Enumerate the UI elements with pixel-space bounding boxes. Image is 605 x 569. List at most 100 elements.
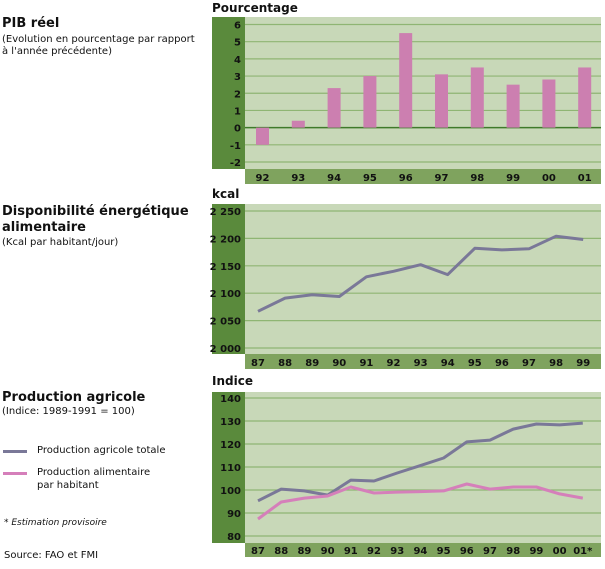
legend-label-total: Production agricole totale: [37, 444, 166, 457]
pib-subtitle-line-2: à l'année précédente): [2, 46, 112, 57]
x-tick-label: 95: [437, 546, 451, 557]
x-tick-label: 00: [553, 546, 567, 557]
series-line: [257, 234, 584, 313]
x-tick-label: 93: [291, 173, 305, 184]
y-tick-label: 5: [234, 38, 241, 49]
x-tick-label: 99: [529, 546, 543, 557]
y-tick-label: 130: [220, 417, 241, 428]
bar: [542, 79, 556, 128]
y-tick-label: 2 100: [210, 289, 241, 300]
legend-label-food-line-1: Production alimentaire: [37, 467, 151, 478]
bar: [578, 67, 592, 128]
x-tick-label: 95: [468, 358, 482, 369]
x-tick-label: 94: [441, 358, 455, 369]
x-tick-label: 00: [542, 173, 556, 184]
series-line: [257, 421, 583, 503]
bar: [470, 67, 484, 128]
x-tick-label: 97: [483, 546, 497, 557]
chart-pib-ylabel: Pourcentage: [212, 1, 298, 15]
kcal-title-line-1: Disponibilité énergétique: [2, 204, 189, 219]
y-axis-band: [212, 17, 245, 169]
chart-prod: 140 130 120 110 100 90 80 87 88 89 90 91 92 93 94 95 96 9…: [212, 392, 601, 557]
y-tick-label: 90: [227, 509, 241, 520]
x-tick-label: 92: [256, 173, 270, 184]
bar: [256, 127, 269, 145]
x-tick-label: 96: [399, 173, 413, 184]
pib-subtitle-line-1: (Evolution en pourcentage par rapport: [2, 34, 195, 45]
y-tick-label: -1: [230, 141, 241, 152]
y-tick-label: 4: [234, 55, 241, 66]
y-tick-label: 140: [220, 394, 241, 405]
prod-title: Production agricole: [2, 390, 146, 405]
y-tick-label: 2 200: [210, 234, 241, 245]
y-tick-label: 80: [227, 532, 241, 543]
x-tick-label: 93: [414, 358, 428, 369]
x-tick-label: 01*: [573, 546, 593, 557]
x-tick-label: 92: [387, 358, 401, 369]
x-tick-label: 01: [578, 173, 592, 184]
x-tick-label: 93: [390, 546, 404, 557]
x-tick-label: 95: [363, 173, 377, 184]
x-tick-label: 89: [297, 546, 311, 557]
chart-kcal: 2 250 2 200 2 150 2 100 2 050 2 000 87 88 89 90 91…: [210, 204, 601, 369]
series-line: [257, 482, 584, 521]
footnote: * Estimation provisoire: [4, 518, 107, 528]
x-tick-label: 88: [278, 358, 292, 369]
y-tick-label: 2 050: [210, 317, 241, 328]
x-tick-label: 92: [367, 546, 381, 557]
bar: [506, 84, 520, 128]
y-axis-band: [212, 392, 245, 543]
y-tick-label: 100: [220, 486, 241, 497]
bar: [327, 88, 341, 128]
legend-label-total-line-1: Production agricole totale: [37, 445, 166, 456]
x-axis-band: [245, 169, 601, 184]
x-tick-label: 94: [327, 173, 341, 184]
x-tick-label: 96: [495, 358, 509, 369]
source-note: Source: FAO et FMI: [4, 550, 99, 561]
legend-swatch-total: [3, 450, 27, 453]
x-tick-label: 88: [274, 546, 288, 557]
y-tick-label: 3: [234, 72, 241, 83]
x-tick-label: 91: [344, 546, 358, 557]
y-tick-label: 110: [220, 463, 241, 474]
bar: [399, 33, 413, 128]
x-tick-label: 96: [460, 546, 474, 557]
x-tick-label: 98: [470, 173, 484, 184]
y-tick-label: 2 250: [210, 207, 241, 218]
chart-pib: 6 5 4 3 2 1 0 -1 -2 92 93 94 95 96 97 98 99 00 01: [212, 17, 601, 184]
prod-subtitle: (Indice: 1989-1991 = 100): [2, 406, 135, 417]
x-tick-label: 89: [305, 358, 319, 369]
y-axis-band: [212, 204, 245, 354]
x-tick-label: 97: [522, 358, 536, 369]
y-tick-label: 1: [234, 106, 241, 117]
x-tick-label: 94: [413, 546, 427, 557]
x-tick-label: 98: [506, 546, 520, 557]
x-tick-label: 99: [506, 173, 520, 184]
x-tick-label: 90: [332, 358, 346, 369]
chart-prod-ylabel: Indice: [212, 374, 253, 388]
legend-label-food-line-2: par habitant: [37, 480, 99, 491]
y-tick-label: 2 150: [210, 262, 241, 273]
y-tick-label: 2 000: [210, 344, 241, 355]
x-tick-label: 91: [359, 358, 373, 369]
kcal-subtitle: (Kcal par habitant/jour): [2, 237, 119, 248]
legend-label-food: Production alimentaire par habitant: [37, 466, 150, 492]
chart-kcal-ylabel: kcal: [212, 187, 240, 201]
y-tick-label: 0: [234, 124, 241, 135]
x-tick-label: 98: [549, 358, 563, 369]
bar: [363, 76, 377, 128]
bar: [435, 74, 448, 128]
y-tick-label: -2: [230, 158, 241, 169]
x-tick-label: 87: [251, 358, 265, 369]
y-tick-label: 2: [234, 89, 241, 100]
bar: [291, 120, 305, 128]
plot-area: [245, 204, 601, 354]
x-axis-band: [245, 543, 601, 557]
pib-title: PIB réel: [2, 16, 60, 31]
x-tick-label: 97: [435, 173, 449, 184]
y-tick-label: 6: [234, 21, 241, 32]
x-tick-label: 90: [321, 546, 335, 557]
x-tick-label: 99: [576, 358, 590, 369]
x-axis-band: [245, 354, 601, 369]
